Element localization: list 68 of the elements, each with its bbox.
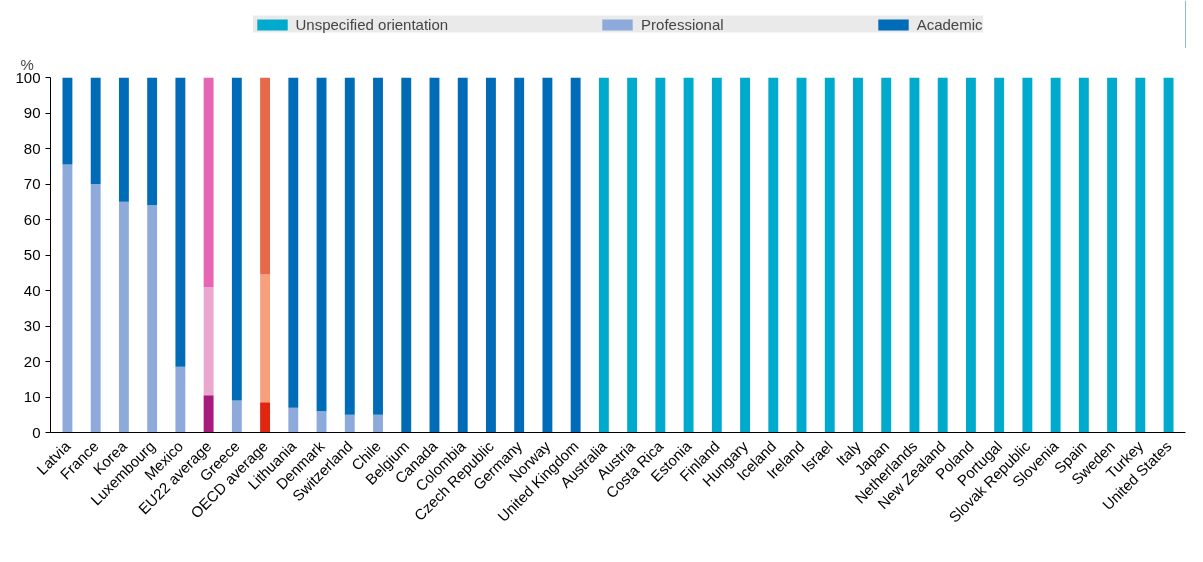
y-tick-label: 40	[23, 281, 41, 299]
bar	[147, 205, 158, 433]
bar	[344, 77, 355, 415]
bar	[203, 77, 214, 287]
bar	[373, 77, 383, 415]
bar	[768, 77, 779, 433]
bar	[796, 77, 807, 433]
bar	[1163, 77, 1174, 433]
bar	[853, 77, 863, 433]
bar	[937, 77, 948, 433]
bar	[824, 77, 835, 433]
bar	[260, 274, 271, 403]
bar	[965, 77, 976, 433]
bar	[288, 77, 299, 408]
bar	[1135, 77, 1146, 433]
legend-label: Professional	[641, 15, 724, 33]
bar	[401, 77, 412, 433]
bar	[1107, 77, 1118, 433]
legend-label: Unspecified orientation	[295, 15, 449, 33]
bar	[316, 77, 327, 412]
bar	[118, 201, 129, 433]
bar	[260, 402, 271, 433]
bar	[1050, 77, 1061, 433]
bar	[260, 77, 271, 275]
bar	[231, 77, 242, 401]
bar	[542, 77, 553, 433]
bar	[1022, 77, 1033, 433]
bar	[655, 77, 666, 433]
y-tick-label: 10	[23, 388, 41, 405]
y-tick-label: 80	[23, 139, 41, 157]
bar	[62, 164, 73, 433]
y-tick-label: 70	[23, 175, 41, 192]
bar	[373, 414, 383, 433]
bar	[598, 77, 609, 433]
legend-label: Academic	[916, 15, 983, 33]
bar	[1078, 77, 1089, 433]
y-axis-title: %	[20, 55, 34, 73]
y-tick-label: 20	[23, 352, 41, 370]
bar	[90, 184, 101, 433]
y-tick-label: 60	[23, 210, 41, 228]
y-tick-label: 90	[23, 104, 41, 121]
y-tick-label: 30	[23, 317, 41, 334]
bar	[90, 77, 101, 184]
bar	[881, 77, 892, 433]
bar	[175, 77, 186, 367]
bar	[175, 366, 186, 433]
bar	[514, 77, 525, 433]
bar	[994, 77, 1005, 433]
bar	[627, 77, 638, 433]
bar	[62, 77, 73, 165]
bar	[740, 77, 750, 433]
bar	[316, 411, 327, 433]
bar	[231, 400, 242, 433]
y-tick-label: 50	[23, 246, 41, 263]
bar	[711, 77, 722, 433]
bar	[909, 77, 920, 433]
bar	[486, 77, 496, 433]
bar	[683, 77, 694, 433]
y-tick-label: 0	[32, 423, 41, 441]
bar	[288, 407, 299, 433]
bar	[457, 77, 468, 433]
bar	[344, 414, 355, 433]
bar	[203, 395, 214, 433]
bar	[429, 77, 440, 433]
bar	[147, 77, 158, 206]
bar	[203, 286, 214, 396]
bar	[118, 77, 129, 202]
bar	[570, 77, 581, 433]
